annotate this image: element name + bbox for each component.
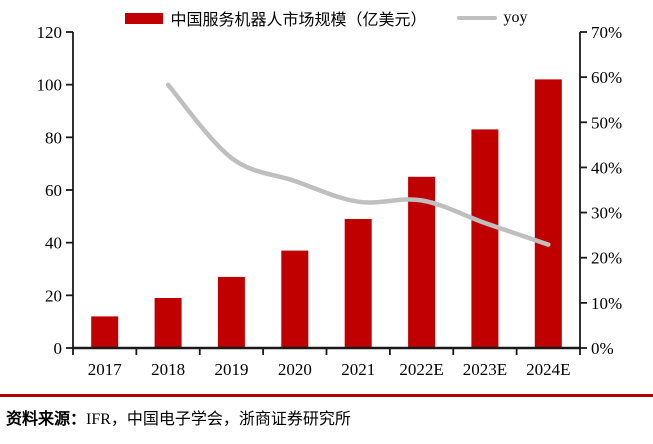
legend-item-yoy: yoy xyxy=(456,9,528,27)
bar-2023E xyxy=(471,129,499,348)
x-label-2022E: 2022E xyxy=(399,360,443,379)
bar-2017 xyxy=(91,316,119,348)
source-text: IFR，中国电子学会，浙商证券研究所 xyxy=(86,411,351,428)
yoy-line xyxy=(165,82,551,247)
bar-2019 xyxy=(217,276,245,348)
bar-series-swatch-icon xyxy=(125,12,164,24)
legend-item-market-size: 中国服务机器人市场规模（亿美元） xyxy=(125,6,427,30)
x-label-2020: 2020 xyxy=(278,360,312,379)
y-right-tick-label-60%: 60% xyxy=(591,68,622,87)
source-footer: 资料来源：IFR，中国电子学会，浙商证券研究所 xyxy=(0,394,653,429)
y-right-tick-label-10%: 10% xyxy=(591,294,622,313)
y-left-tick-label-0: 0 xyxy=(54,339,63,358)
bar-2020 xyxy=(281,250,309,348)
x-label-2023E: 2023E xyxy=(463,360,507,379)
x-label-2017: 2017 xyxy=(88,360,123,379)
y-right-tick-label-0%: 0% xyxy=(591,339,614,358)
y-left-tick-label-40: 40 xyxy=(45,234,62,253)
y-left-tick-label-20: 20 xyxy=(45,286,62,305)
y-left-tick-label-60: 60 xyxy=(45,181,62,200)
footer-divider xyxy=(0,394,653,397)
y-right-tick-label-70%: 70% xyxy=(591,23,622,42)
y-left-tick-label-80: 80 xyxy=(45,128,62,147)
y-right-tick-label-20%: 20% xyxy=(591,249,622,268)
x-label-2021: 2021 xyxy=(341,360,375,379)
x-label-2018: 2018 xyxy=(151,360,185,379)
y-right-tick-label-30%: 30% xyxy=(591,204,622,223)
bar-2022E xyxy=(408,176,436,348)
line-series-swatch-icon xyxy=(456,16,497,20)
source-line: 资料来源：IFR，中国电子学会，浙商证券研究所 xyxy=(0,397,653,429)
bar-2024E xyxy=(534,79,562,349)
x-label-2019: 2019 xyxy=(214,360,248,379)
bar-series-label: 中国服务机器人市场规模（亿美元） xyxy=(170,12,427,29)
y-left-tick-label-100: 100 xyxy=(37,76,63,95)
combo-bar-line-chart: 0 20 40 60 80 100 120 0% 10% 20% 30% 40% 50% 60% 70% 20… xyxy=(37,23,623,379)
line-series-label: yoy xyxy=(503,9,528,26)
source-label: 资料来源： xyxy=(6,411,87,428)
x-label-2024E: 2024E xyxy=(526,360,570,379)
bar-2021 xyxy=(344,219,372,348)
bar-2018 xyxy=(154,298,182,348)
chart-legend: 中国服务机器人市场规模（亿美元） yoy xyxy=(0,6,653,30)
y-right-tick-label-50%: 50% xyxy=(591,113,622,132)
y-right-tick-label-40%: 40% xyxy=(591,158,622,177)
y-left-tick-label-120: 120 xyxy=(37,23,63,42)
